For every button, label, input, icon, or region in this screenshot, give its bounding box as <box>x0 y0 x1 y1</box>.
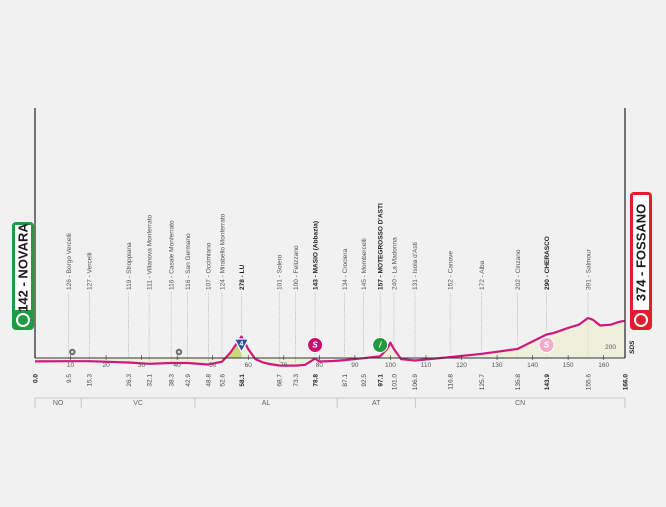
final-sprint-icon <box>538 337 555 353</box>
x-tick-label: 110 <box>421 362 432 369</box>
location-label: 143 - MASIO (Abbazia) <box>312 221 319 290</box>
km-label: 26.3 <box>126 374 133 387</box>
km-label: 58.1 <box>239 374 246 387</box>
km-label: 9.5 <box>66 374 73 383</box>
region-label: CN <box>515 400 525 407</box>
finish-badge: 374 - FOSSANO <box>630 192 652 330</box>
bonus-sprint-icon <box>372 337 389 353</box>
km-label: 38.3 <box>168 374 175 387</box>
km-label: 101.0 <box>391 374 398 391</box>
km-label: 68.7 <box>276 374 283 387</box>
location-label: 124 - Mirabello Monferrato <box>219 213 226 290</box>
x-tick-label: 30 <box>138 362 146 369</box>
location-label: 172 - Alba <box>479 260 486 290</box>
x-tick-label: 150 <box>563 362 574 369</box>
km-label: 78.8 <box>312 374 319 387</box>
intermediate-sprint-icon <box>307 337 324 353</box>
intermediate-sprint-icon-letter: S <box>312 341 318 350</box>
x-tick-label: 90 <box>351 362 359 369</box>
km-label: 166.0 <box>622 374 629 391</box>
location-label: 145 - Mombercelli <box>361 238 368 290</box>
km-label: 125.7 <box>479 374 486 391</box>
km-label: 0.0 <box>32 374 39 383</box>
x-tick-label: 10 <box>67 362 75 369</box>
region-label: AL <box>262 400 271 407</box>
kom-icon-category: 4 <box>240 341 244 348</box>
camera-icon-lens <box>177 350 181 354</box>
location-label: 111 - Villanova Monferrato <box>146 214 153 290</box>
km-label: 32.1 <box>146 374 153 387</box>
location-label: 126 - Borgo Vercelli <box>66 233 73 290</box>
elevation-scale-label: 200 <box>605 344 616 351</box>
km-label: 87.1 <box>342 374 349 387</box>
location-label: 101 - Solero <box>276 254 283 290</box>
km-label: 42.9 <box>185 374 192 387</box>
start-badge-panel <box>15 225 31 310</box>
bonus-sprint-icon-letter: / <box>378 341 382 350</box>
start-label: 142 - NOVARA <box>16 223 31 312</box>
location-label: 202 - Cinzano <box>515 249 522 290</box>
km-label: 143.9 <box>544 374 551 391</box>
km-label: 106.9 <box>412 374 419 391</box>
location-label: 240 - La Madonna <box>391 237 398 290</box>
finish-badge-panel <box>633 195 649 310</box>
km-label: 135.8 <box>515 374 522 391</box>
region-label: AT <box>372 400 381 407</box>
x-tick-label: 130 <box>492 362 503 369</box>
location-label: 116 - Casale Monferrato <box>168 220 175 290</box>
x-tick-label: 100 <box>385 362 396 369</box>
x-tick-label: 140 <box>527 362 538 369</box>
x-tick-label: 70 <box>280 362 288 369</box>
location-label: 127 - Vercelli <box>87 252 94 290</box>
region-label: NO <box>53 400 64 407</box>
location-label: 391 - Salmour <box>585 248 592 290</box>
camera-icon-lens <box>70 350 74 354</box>
km-label: 73.3 <box>293 374 300 387</box>
x-tick-label: 80 <box>316 362 324 369</box>
start-icon <box>18 315 28 325</box>
finish-icon <box>636 315 646 325</box>
x-tick-label: 20 <box>102 362 110 369</box>
location-label: 116 - San Germano <box>185 233 192 290</box>
location-label: 157 - MOTEGROSSO D'ASTI <box>377 203 384 290</box>
km-label: 52.6 <box>219 374 226 387</box>
location-label: 119 - Stroppiana <box>126 242 133 290</box>
km-label: 155.6 <box>585 374 592 391</box>
region-label: VC <box>133 400 143 407</box>
climb-highlight <box>222 336 242 362</box>
chart-area: 10 20 30 40 50 60 70 80 90 100 110 120 130 140 150 160 2… <box>12 108 652 408</box>
location-label: 278 - LU <box>239 264 246 290</box>
x-tick-label: 160 <box>598 362 609 369</box>
km-label: 116.8 <box>447 374 454 390</box>
kom-icon <box>233 338 250 354</box>
start-badge: 142 - NOVARA <box>12 222 34 330</box>
final-sprint-icon-letter: S <box>544 341 550 350</box>
location-label: 100 - Felizzano <box>293 245 300 290</box>
location-label: 152 - Canove <box>447 251 454 290</box>
elevation-line <box>34 316 626 367</box>
location-label: 107 - Occimiano <box>206 242 213 290</box>
location-label: 131 - Isola d'Asti <box>412 242 419 290</box>
location-label: 290 - CHERASCO <box>544 236 551 290</box>
km-label: 15.3 <box>87 374 94 387</box>
km-label: 48.8 <box>206 374 213 387</box>
finish-label: 374 - FOSSANO <box>634 204 649 302</box>
x-tick-label: 60 <box>245 362 253 369</box>
x-tick-label: 120 <box>456 362 467 369</box>
km-label: 92.5 <box>361 374 368 387</box>
location-label: 134 - Crociera <box>342 248 349 290</box>
km-label: 97.1 <box>377 374 384 387</box>
brand-logo: SDS <box>629 340 636 354</box>
x-tick-label: 50 <box>209 362 217 369</box>
x-tick-label: 40 <box>174 362 182 369</box>
